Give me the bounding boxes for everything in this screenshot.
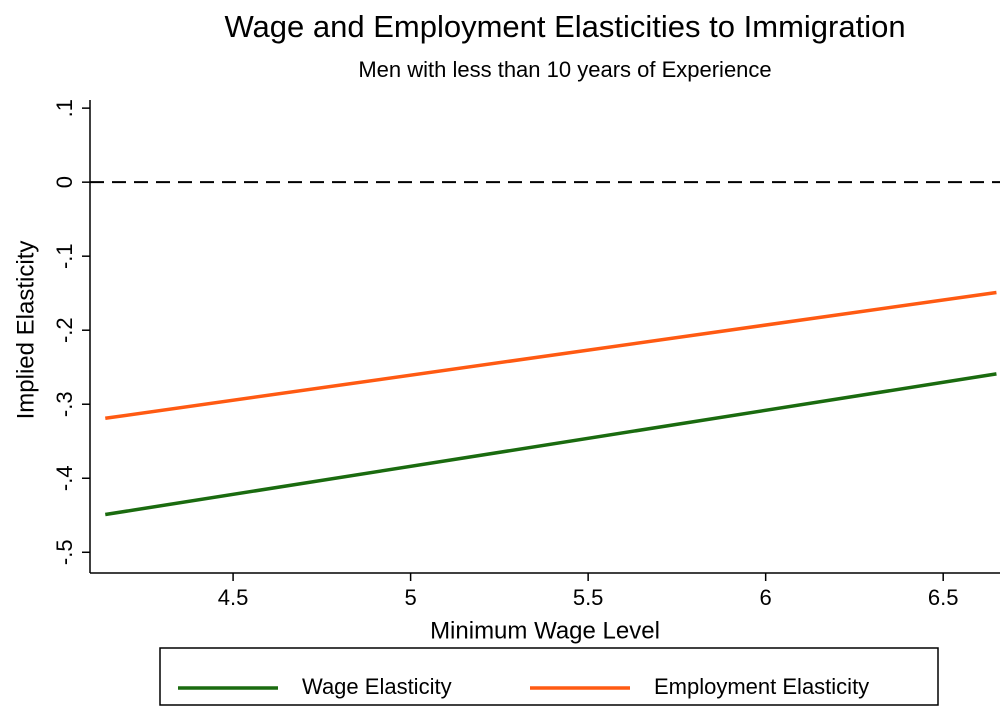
chart-subtitle: Men with less than 10 years of Experienc… [358, 57, 771, 82]
x-tick-label: 5.5 [573, 585, 604, 610]
data-line [104, 372, 997, 517]
y-tick-label: -.4 [52, 465, 77, 491]
y-tick-label: -.5 [52, 539, 77, 565]
legend-box [159, 647, 939, 706]
x-tick-label: 4.5 [218, 585, 249, 610]
x-tick-label: 5 [404, 585, 416, 610]
y-axis-label: Implied Elasticity [12, 241, 39, 420]
y-tick-label: 0 [52, 176, 77, 188]
data-line [105, 290, 997, 421]
legend-label: Employment Elasticity [654, 674, 869, 699]
y-tick-label: -.1 [52, 243, 77, 269]
x-tick-label: 6 [760, 585, 772, 610]
legend-label: Wage Elasticity [302, 674, 452, 699]
y-tick-label: -.2 [52, 317, 77, 343]
x-axis-label: Minimum Wage Level [430, 617, 660, 644]
y-tick-label: .1 [52, 99, 77, 117]
chart-title: Wage and Employment Elasticities to Immi… [224, 9, 905, 44]
x-tick-label: 6.5 [928, 585, 959, 610]
y-tick-label: -.3 [52, 391, 77, 417]
